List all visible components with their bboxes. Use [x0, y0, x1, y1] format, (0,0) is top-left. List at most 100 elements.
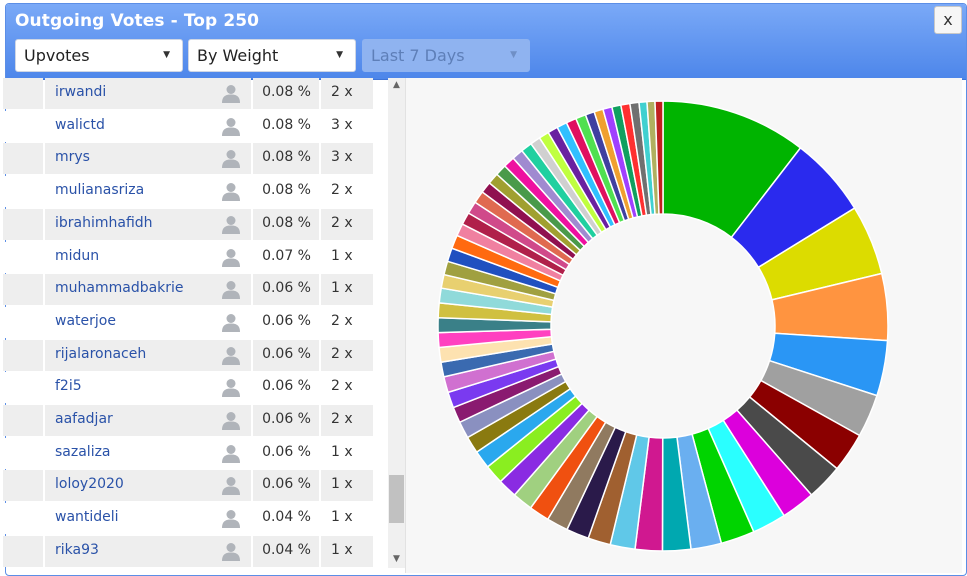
user-avatar-icon[interactable]: [221, 312, 241, 332]
user-avatar-icon[interactable]: [221, 475, 241, 496]
dialog-titlebar: Outgoing Votes - Top 250 x Upvotes ▼ By …: [6, 4, 966, 80]
user-avatar-icon[interactable]: [221, 148, 241, 169]
voter-name-link[interactable]: muhammadbakrie: [55, 280, 184, 297]
user-avatar-icon[interactable]: [221, 83, 241, 103]
avatar-cell: [209, 274, 251, 306]
vote-count-cell: 2 x: [321, 372, 373, 404]
user-avatar-icon[interactable]: [221, 410, 241, 430]
vote-percent: 0.06 %: [262, 280, 311, 297]
scroll-down-arrow-icon[interactable]: ▼: [393, 554, 400, 564]
user-avatar-icon[interactable]: [221, 116, 241, 136]
table-row: muhammadbakrie 0.06 % 1 x: [3, 274, 373, 306]
rank-cell: [3, 78, 43, 109]
vote-count-cell: 2 x: [321, 176, 373, 208]
voter-name-link[interactable]: walictd: [55, 116, 105, 133]
vote-count: 2 x: [331, 214, 353, 231]
user-avatar-icon[interactable]: [221, 443, 241, 463]
avatar-cell: [209, 143, 251, 175]
voter-name-link[interactable]: wantideli: [55, 509, 119, 526]
avatar-cell: [209, 241, 251, 273]
voter-name-cell: muhammadbakrie: [45, 274, 209, 306]
voter-name-link[interactable]: f2i5: [55, 378, 82, 395]
voter-name-cell: rika93: [45, 535, 209, 567]
close-button[interactable]: x: [934, 6, 962, 34]
scroll-up-arrow-icon[interactable]: ▲: [393, 80, 400, 90]
vote-percent-cell: 0.04 %: [253, 535, 319, 567]
vote-count: 2 x: [331, 411, 353, 427]
user-avatar-icon[interactable]: [221, 214, 241, 234]
vote-count: 2 x: [331, 312, 353, 329]
vote-percent: 0.06 %: [262, 345, 311, 362]
rank-cell: [3, 372, 43, 404]
avatar-cell: [209, 437, 251, 469]
vote-percent: 0.06 %: [262, 443, 311, 460]
vote-percent: 0.08 %: [262, 182, 311, 199]
voter-name-cell: rijalaronaceh: [45, 339, 209, 371]
rank-cell: [3, 110, 43, 142]
voter-name-link[interactable]: loloy2020: [55, 476, 124, 493]
user-avatar-icon[interactable]: [221, 541, 241, 561]
avatar-cell: [209, 110, 251, 142]
voter-name-link[interactable]: aafadjar: [55, 411, 113, 427]
vote-count: 2 x: [331, 378, 353, 395]
voter-name-cell: aafadjar: [45, 405, 209, 436]
voter-name-link[interactable]: rika93: [55, 541, 99, 558]
rank-cell: [3, 274, 43, 306]
table-row: mulianasriza 0.08 % 2 x: [3, 176, 373, 208]
vote-count: 1 x: [331, 476, 353, 493]
vote-percent: 0.06 %: [262, 411, 311, 427]
table-row: wantideli 0.04 % 1 x: [3, 503, 373, 535]
avatar-cell: [209, 306, 251, 338]
user-avatar-icon[interactable]: [221, 181, 241, 202]
chevron-down-icon: ▼: [336, 50, 343, 60]
sort-select[interactable]: By Weight ▼: [188, 39, 356, 72]
vote-percent-cell: 0.06 %: [253, 339, 319, 371]
avatar-cell: [209, 372, 251, 404]
sort-value: By Weight: [197, 46, 279, 65]
voter-name-link[interactable]: midun: [55, 247, 100, 264]
user-avatar-icon[interactable]: [221, 345, 241, 365]
rank-cell: [3, 143, 43, 175]
scroll-thumb[interactable]: [389, 475, 404, 523]
table-row: walictd 0.08 % 3 x: [3, 110, 373, 142]
voter-name-link[interactable]: ibrahimhafidh: [55, 214, 153, 231]
table-row: f2i5 0.06 % 2 x: [3, 372, 373, 404]
vote-count-cell: 1 x: [321, 535, 373, 567]
user-avatar-icon[interactable]: [221, 508, 241, 529]
voter-list: irwandi 0.08 % 2 x walictd 0.08 % 3 x mrys 0.08…: [3, 78, 373, 568]
vote-count-cell: 2 x: [321, 78, 373, 109]
list-scrollbar[interactable]: ▲ ▼: [388, 78, 405, 568]
vote-percent: 0.06 %: [262, 378, 311, 395]
vote-percent: 0.08 %: [262, 149, 311, 166]
vote-type-value: Upvotes: [24, 46, 90, 65]
voter-name-cell: irwandi: [45, 78, 209, 109]
voter-name-link[interactable]: sazaliza: [55, 443, 111, 460]
vote-percent-cell: 0.07 %: [253, 241, 319, 273]
table-row: sazaliza 0.06 % 1 x: [3, 437, 373, 469]
avatar-cell: [209, 535, 251, 567]
table-row: ibrahimhafidh 0.08 % 2 x: [3, 208, 373, 240]
vote-count-cell: 2 x: [321, 208, 373, 240]
user-avatar-icon[interactable]: [221, 279, 241, 300]
voter-name-link[interactable]: mrys: [55, 149, 90, 166]
user-avatar-icon[interactable]: [221, 377, 241, 398]
table-row: rijalaronaceh 0.06 % 2 x: [3, 339, 373, 371]
chevron-down-icon: ▼: [163, 50, 170, 60]
voter-name-link[interactable]: rijalaronaceh: [55, 345, 147, 362]
voter-name-cell: mrys: [45, 143, 209, 175]
voter-name-link[interactable]: waterjoe: [55, 312, 116, 329]
vote-count: 3 x: [331, 149, 353, 166]
donut-slice[interactable]: [654, 100, 664, 215]
voter-name-cell: midun: [45, 241, 209, 273]
user-avatar-icon[interactable]: [221, 247, 241, 267]
vote-type-select[interactable]: Upvotes ▼: [15, 39, 183, 72]
vote-percent: 0.08 %: [262, 116, 311, 133]
vote-percent-cell: 0.08 %: [253, 78, 319, 109]
voter-name-link[interactable]: mulianasriza: [55, 182, 145, 199]
voter-name-link[interactable]: irwandi: [55, 84, 107, 100]
vote-percent-cell: 0.06 %: [253, 405, 319, 436]
rank-cell: [3, 208, 43, 240]
vote-percent-cell: 0.08 %: [253, 208, 319, 240]
vote-count: 1 x: [331, 247, 353, 264]
vote-percent-cell: 0.08 %: [253, 110, 319, 142]
